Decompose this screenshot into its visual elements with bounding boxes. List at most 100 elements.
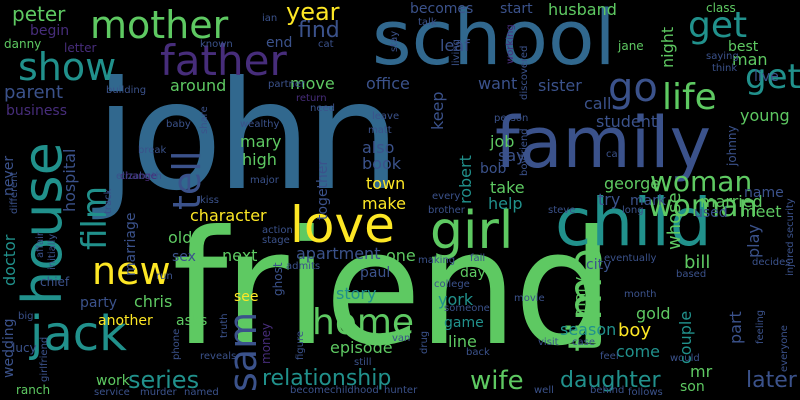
- word-long: long: [622, 205, 644, 216]
- word-known: known: [200, 39, 233, 50]
- word-doctor: doctor: [0, 234, 19, 286]
- word-show: show: [18, 45, 117, 89]
- word-best: best: [728, 39, 759, 55]
- word-track: track: [103, 188, 114, 214]
- word-major: major: [250, 175, 279, 186]
- word-want: want: [478, 74, 518, 93]
- word-mother: mother: [90, 3, 229, 47]
- word-return: return: [296, 93, 327, 104]
- word-becomes: becomes: [410, 1, 474, 17]
- word-girlfriend: girlfriend: [39, 336, 50, 382]
- word-begin: begin: [30, 23, 70, 39]
- word-action: action: [262, 225, 293, 236]
- word-robert: robert: [456, 155, 475, 204]
- word-fall: fall: [470, 253, 486, 264]
- word-hunter: hunter: [384, 385, 418, 396]
- word-change: change: [120, 171, 157, 182]
- word-john: john: [95, 50, 401, 224]
- word-leave: leave: [372, 111, 400, 122]
- word-office: office: [366, 74, 410, 93]
- word-make: make: [362, 194, 406, 213]
- word-big: big: [18, 311, 34, 322]
- word-old: old: [168, 228, 193, 247]
- word-partner: partner: [268, 79, 306, 90]
- word-steve: steve: [548, 205, 576, 216]
- word-business: business: [6, 103, 68, 119]
- word-mr: mr: [690, 362, 713, 381]
- word-ghost: ghost: [271, 262, 285, 296]
- word-paul: paul: [360, 265, 391, 281]
- word-get: get: [745, 57, 800, 97]
- word-together: together: [315, 159, 331, 220]
- word-next: next: [222, 246, 258, 265]
- word-call: call: [584, 94, 612, 113]
- word-parent: parent: [4, 82, 64, 103]
- word-figure: figure: [295, 330, 306, 360]
- word-come: come: [616, 342, 661, 361]
- word-year: year: [286, 0, 340, 26]
- word-man: man: [732, 50, 768, 69]
- word-named: named: [184, 387, 219, 398]
- word-mary: mary: [240, 132, 282, 151]
- word-reveals: reveals: [200, 351, 237, 362]
- word-every: every: [432, 191, 461, 202]
- word-share: share: [199, 106, 210, 134]
- word-stage: stage: [262, 235, 290, 246]
- word-chris: chris: [134, 292, 173, 311]
- word-town: town: [366, 174, 406, 193]
- word-say: say: [498, 146, 526, 165]
- word-jack: jack: [30, 306, 127, 362]
- word-try: try: [598, 190, 621, 209]
- word-childhood: childhood: [330, 385, 379, 396]
- word-family: family: [495, 102, 712, 184]
- word-city: city: [586, 257, 612, 273]
- word-apartment: apartment: [296, 244, 381, 263]
- word-work: work: [96, 373, 130, 389]
- word-run: run: [156, 271, 173, 282]
- word-decides: decides: [752, 257, 791, 268]
- word-admits: admits: [286, 261, 321, 272]
- word-eventually: eventually: [604, 253, 657, 264]
- word-marriage: marriage: [123, 212, 139, 276]
- word-sex: sex: [172, 249, 196, 265]
- word-car: car: [606, 149, 622, 160]
- word-father: father: [160, 36, 287, 85]
- word-whose: whose: [664, 192, 685, 250]
- word-building: building: [106, 85, 147, 96]
- word-go: go: [608, 65, 658, 111]
- word-hospital: hospital: [60, 148, 79, 212]
- word-think: think: [712, 63, 738, 74]
- word-take: take: [490, 178, 525, 197]
- word-see: see: [234, 289, 259, 305]
- word-boy: boy: [618, 320, 652, 341]
- word-break: break: [138, 145, 167, 156]
- word-living: living: [451, 39, 462, 66]
- word-danny: danny: [4, 37, 42, 51]
- word-leaf: leaf: [440, 36, 470, 55]
- word-wealthy: wealthy: [240, 119, 280, 130]
- word-episode: episode: [330, 338, 393, 357]
- word-play: play: [744, 224, 763, 258]
- word-part: part: [726, 311, 745, 344]
- word-york: york: [438, 290, 474, 309]
- word-wedding: wedding: [1, 318, 17, 379]
- word-story: story: [336, 284, 377, 303]
- word-keep: keep: [428, 91, 447, 130]
- word-ranch: ranch: [16, 383, 51, 397]
- word-george: george: [604, 174, 661, 193]
- word-still: still: [354, 357, 372, 368]
- word-everyone: everyone: [779, 325, 790, 372]
- word-movie: movie: [514, 293, 545, 304]
- word-become: become: [290, 385, 331, 396]
- word-daughter: daughter: [560, 368, 661, 393]
- word-later: later: [746, 368, 797, 393]
- word-game: game: [444, 315, 484, 331]
- word-couple: couple: [676, 310, 695, 364]
- word-bob: bob: [480, 161, 507, 177]
- word-saying: saying: [706, 51, 739, 62]
- word-help: help: [488, 194, 523, 213]
- word-truth: truth: [219, 313, 230, 338]
- word-student: student: [596, 112, 658, 131]
- word-asks: asks: [176, 313, 208, 329]
- word-feeling: feeling: [755, 309, 766, 344]
